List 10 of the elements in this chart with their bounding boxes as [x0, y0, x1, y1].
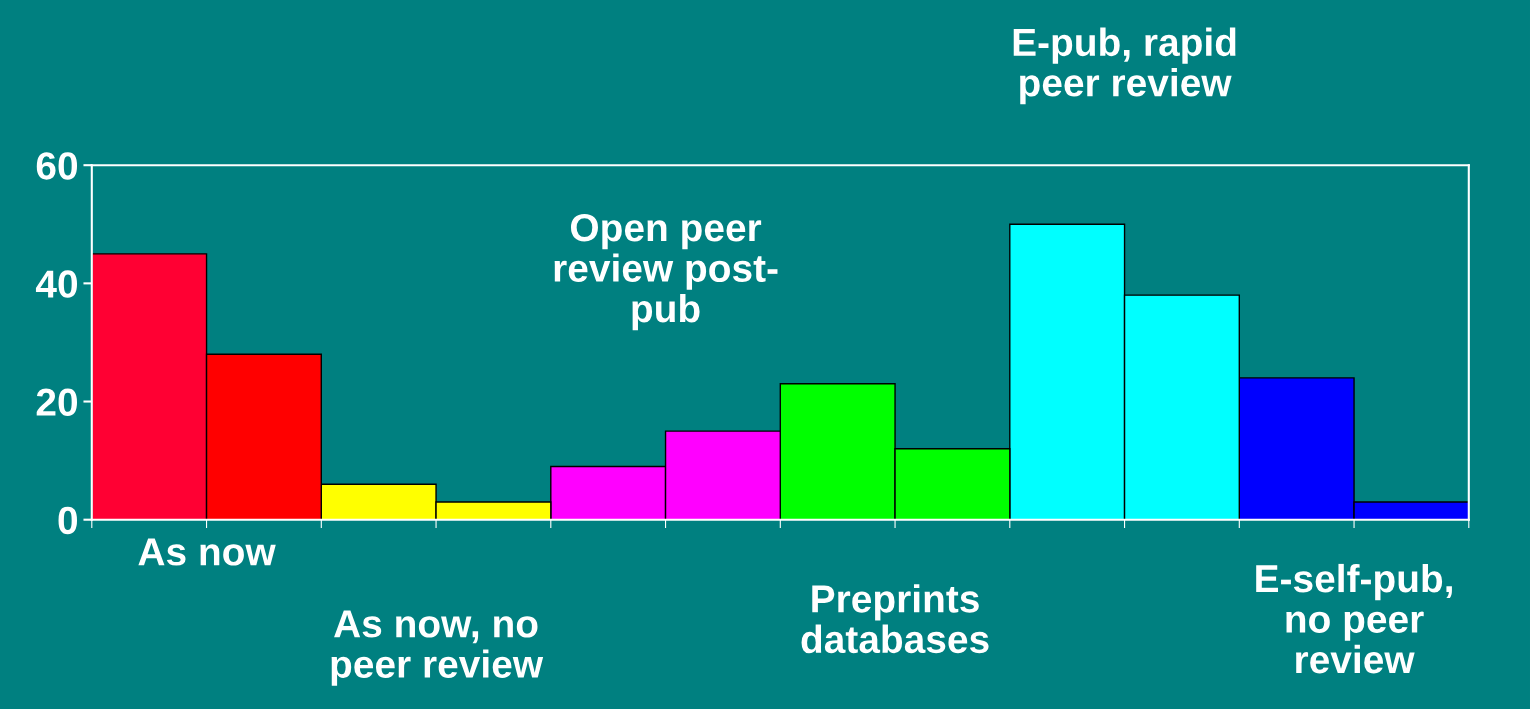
y-tick-label: 40 [35, 270, 78, 298]
text: As now [138, 538, 276, 566]
y-tick-label: 60 [36, 152, 78, 180]
text: E-self-pub, no peer review [1256, 563, 1452, 674]
y-tick-label: 0 [58, 506, 78, 535]
text: Preprints databases [801, 584, 989, 654]
y-tick-label: 20 [36, 388, 78, 416]
text: As now, no peer review [331, 610, 544, 686]
annotation: Open peer review post- pub [554, 213, 778, 331]
text: E-pub, rapid peer review [1013, 27, 1236, 105]
